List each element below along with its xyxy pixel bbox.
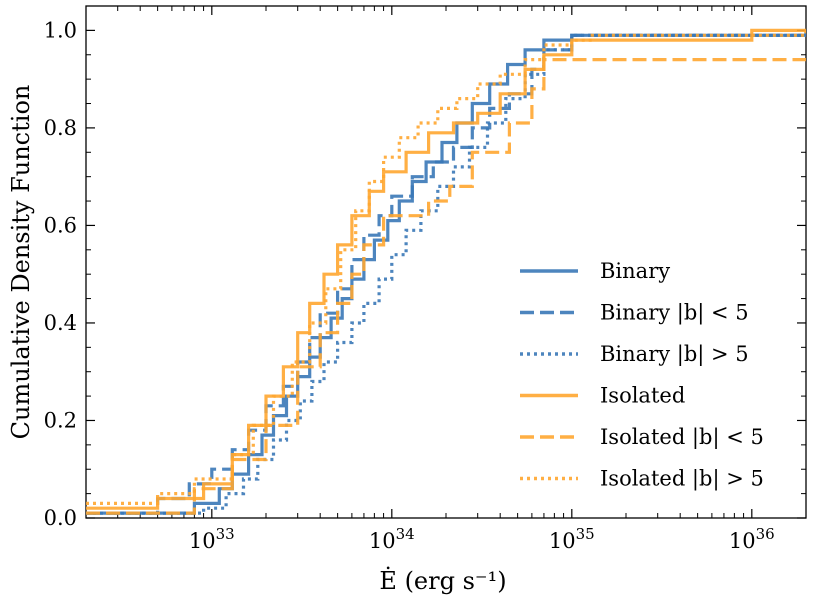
legend-label-2: Binary |b| > 5 [600,342,749,367]
series-line-3 [86,28,806,510]
legend-label-1: Binary |b| < 5 [600,301,749,326]
legend-label-4: Isolated |b| < 5 [600,425,764,450]
x-tick-label: 1036 [729,525,775,553]
series-line-4 [86,58,806,515]
series-line-5 [86,30,806,505]
series-line-2 [86,30,806,515]
legend-label-5: Isolated |b| > 5 [600,467,764,492]
y-tick-label: 1.0 [44,18,77,42]
legend-label-0: Binary [600,259,670,283]
axis-ticks [85,6,807,519]
series-lines [86,28,806,515]
x-tick-label: 1035 [549,525,595,553]
x-tick-label: 1033 [189,525,235,553]
legend-label-3: Isolated [600,384,685,408]
y-tick-labels: 0.0 0.2 0.4 0.6 0.8 1.0 [44,18,77,530]
y-axis-title: Cumulative Density Function [7,85,35,440]
legend: Binary Binary |b| < 5 Binary |b| > 5 Isolat… [520,259,764,492]
x-tick-label: 1034 [369,525,415,553]
x-tick-labels: 1033 1034 1035 1036 [189,525,775,553]
x-axis-title: Ė (erg s⁻¹) [379,566,506,595]
y-tick-label: 0.0 [44,506,77,530]
y-tick-label: 0.8 [44,116,77,140]
y-tick-label: 0.2 [44,408,77,432]
y-tick-label: 0.4 [44,311,77,335]
y-tick-label: 0.6 [44,213,77,237]
